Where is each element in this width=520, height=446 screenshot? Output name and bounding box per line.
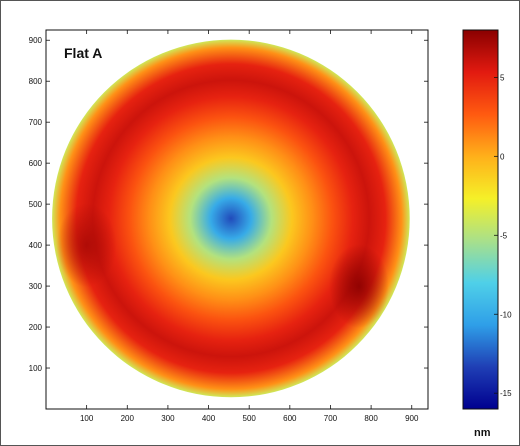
hot-spot	[328, 244, 389, 329]
y-tick-label: 200	[29, 323, 43, 332]
colorbar-gradient	[462, 29, 499, 410]
x-tick-label: 900	[405, 414, 419, 423]
x-tick-label: 200	[121, 414, 135, 423]
x-tick-label: 300	[161, 414, 175, 423]
y-tick-label: 600	[29, 159, 43, 168]
chart-title: Flat A	[64, 45, 102, 61]
y-tick-label: 700	[29, 118, 43, 127]
y-tick-label: 400	[29, 241, 43, 250]
x-tick-label: 400	[202, 414, 216, 423]
x-tick-label: 600	[283, 414, 297, 423]
x-tick-label: 500	[243, 414, 257, 423]
plot-axes: 100 200 300 400 500 600 700 800 900 100 200 300 400 5…	[29, 29, 429, 423]
axes-box	[45, 29, 429, 410]
surface-map	[52, 39, 410, 398]
y-tick-label: 100	[29, 364, 43, 373]
x-tick-label: 700	[324, 414, 338, 423]
hot-spot	[56, 203, 117, 288]
colorbar: 5 0 -5 -10 -15	[462, 29, 512, 410]
x-tick-label: 800	[364, 414, 378, 423]
colorbar-tick-label: -15	[500, 389, 512, 398]
x-tick-label: 100	[80, 414, 94, 423]
y-tick-label: 500	[29, 200, 43, 209]
y-tick-label: 800	[29, 77, 43, 86]
y-tick-label: 900	[29, 36, 43, 45]
colorbar-tick-label: -5	[500, 231, 508, 240]
plot-area	[46, 30, 428, 409]
y-tick-label: 300	[29, 282, 43, 291]
colorbar-unit-label: nm	[474, 427, 491, 439]
colorbar-tick-label: -10	[500, 310, 512, 319]
colorbar-tick-label: 0	[500, 152, 505, 161]
colorbar-tick-label: 5	[500, 73, 505, 82]
